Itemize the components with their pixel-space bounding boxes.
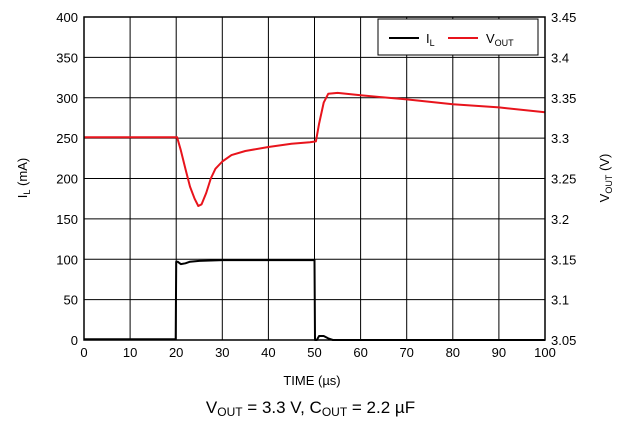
x-axis-label: TIME (µs): [283, 373, 340, 388]
x-tick-label: 20: [169, 345, 183, 360]
y-right-tick-label: 3.4: [551, 50, 569, 65]
y-right-tick-label: 3.15: [551, 252, 576, 267]
x-tick-label: 70: [399, 345, 413, 360]
series-layer: [84, 91, 546, 341]
y-axis-label-left: IL (mA): [15, 158, 32, 198]
y-left-tick-label: 100: [56, 252, 78, 267]
y-left-tick-label: 300: [56, 91, 78, 106]
y-right-tick-label: 3.25: [551, 172, 576, 187]
x-tick-label: 50: [307, 345, 321, 360]
x-tick-label: 30: [215, 345, 229, 360]
legend: IL VOUT: [377, 18, 539, 56]
y-left-tick-label: 250: [56, 131, 78, 146]
y-left-tick-label: 50: [64, 293, 78, 308]
y-right-tick-label: 3.35: [551, 91, 576, 106]
chart-caption: VOUT = 3.3 V, COUT = 2.2 µF: [205, 398, 416, 419]
y-left-tick-label: 350: [56, 50, 78, 65]
x-tick-label: 60: [353, 345, 367, 360]
x-tick-label: 100: [534, 345, 556, 360]
series-line-vout: [84, 91, 546, 207]
y-left-tick-label: 150: [56, 212, 78, 227]
legend-label-vout: VOUT: [486, 31, 514, 48]
tick-labels: 0 10 20 30 40 50 60 70 80 90 100 0 50 100 150 200 250 300…: [56, 10, 576, 360]
y-left-tick-label: 200: [56, 172, 78, 187]
x-tick-label: 10: [123, 345, 137, 360]
y-right-tick-label: 3.3: [551, 131, 569, 146]
y-right-tick-label: 3.2: [551, 212, 569, 227]
grid-lines: [84, 17, 545, 340]
x-tick-label: 90: [492, 345, 506, 360]
y-right-tick-label: 3.05: [551, 333, 576, 348]
series-line-il: [84, 259, 545, 341]
x-tick-label: 40: [261, 345, 275, 360]
y-right-tick-label: 3.1: [551, 293, 569, 308]
y-right-tick-label: 3.45: [551, 10, 576, 25]
x-tick-label: 80: [446, 345, 460, 360]
y-left-tick-label: 0: [71, 333, 78, 348]
y-left-tick-label: 400: [56, 10, 78, 25]
x-tick-label: 0: [80, 345, 87, 360]
legend-label-il: IL: [426, 31, 435, 48]
plot-frame: [83, 16, 546, 341]
y-axis-label-right: VOUT (V): [597, 154, 614, 203]
